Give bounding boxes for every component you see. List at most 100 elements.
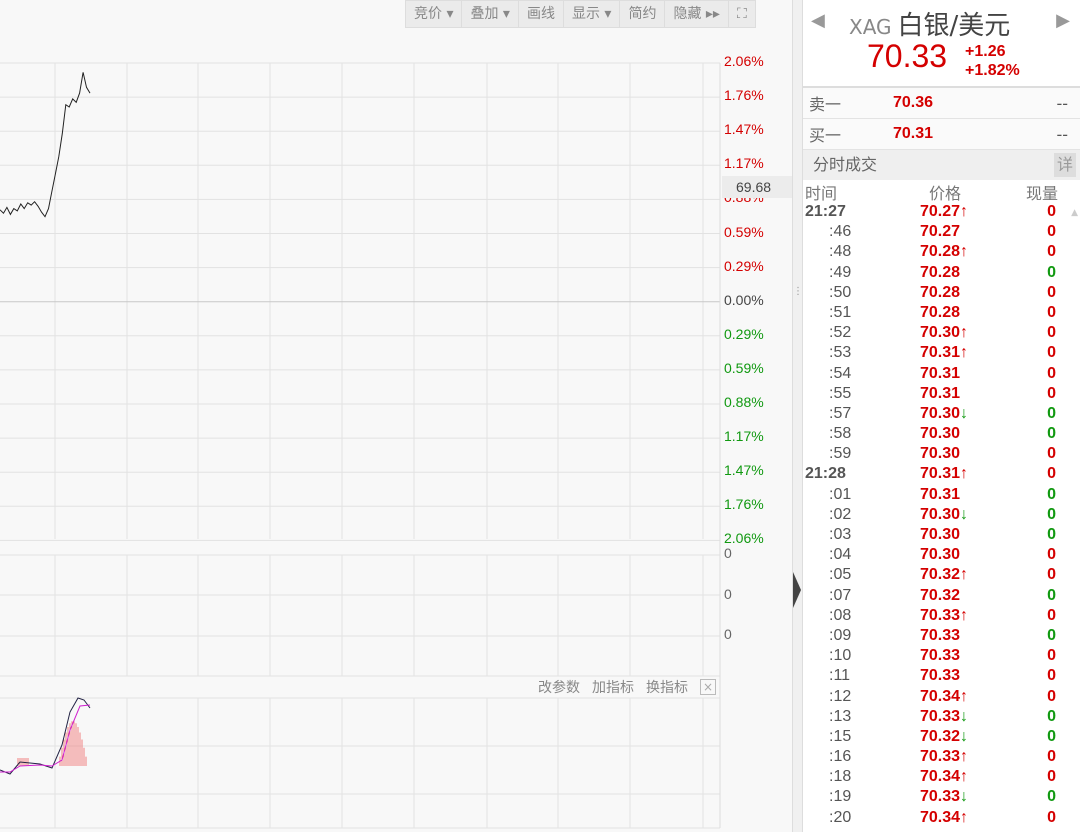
trade-volume: 0 bbox=[1047, 546, 1056, 564]
trade-row: 21:28 70.31↑ 0 bbox=[803, 464, 1080, 484]
detail-button[interactable]: 详 bbox=[1054, 153, 1076, 177]
trade-price: 70.30 bbox=[920, 424, 960, 444]
trade-volume: 0 bbox=[1047, 667, 1056, 685]
trade-price-value: 70.31 bbox=[920, 485, 961, 503]
instrument-code: XAG bbox=[849, 15, 892, 39]
trade-time: :55 bbox=[829, 384, 852, 402]
trade-row: :57 70.30↓ 0 bbox=[803, 404, 1080, 424]
y-axis-label: 1.76% bbox=[724, 87, 764, 104]
add-indicator-button[interactable]: 加指标 bbox=[592, 680, 634, 696]
trade-row: :03 70.30 0 bbox=[803, 525, 1080, 545]
hide-button[interactable]: 隐藏 ▸▸ bbox=[665, 1, 729, 27]
trade-time: 21:27 bbox=[805, 203, 846, 220]
trade-row: :02 70.30↓ 0 bbox=[803, 505, 1080, 525]
trade-row: :46 70.27 0 bbox=[803, 222, 1080, 242]
trade-volume: 0 bbox=[1047, 606, 1056, 624]
close-icon[interactable]: × bbox=[700, 679, 716, 695]
trade-time: :02 bbox=[829, 505, 852, 523]
trade-volume: 0 bbox=[1047, 748, 1056, 766]
trade-time: :13 bbox=[829, 707, 852, 725]
trade-volume: 0 bbox=[1047, 485, 1056, 503]
trade-price: 70.27 bbox=[920, 222, 960, 242]
trade-price: 70.33↑ bbox=[920, 606, 968, 626]
panel-splitter[interactable]: ⋮⋮ bbox=[792, 0, 813, 832]
trade-time: :48 bbox=[829, 243, 852, 261]
arrow-up-icon: ↑ bbox=[960, 465, 969, 483]
trade-price-value: 70.30 bbox=[920, 324, 961, 342]
y-axis-label: 1.47% bbox=[724, 462, 764, 479]
intraday-chart[interactable]: 竞价 ▾ 叠加 ▾ 画线 显示 ▾ 简约 隐藏 ▸▸ ⛶ 2.06% 1.76% 1… bbox=[0, 0, 792, 832]
trade-price-value: 70.30 bbox=[920, 546, 961, 564]
trade-time: :12 bbox=[829, 687, 852, 705]
trade-row: :08 70.33↑ 0 bbox=[803, 606, 1080, 626]
trade-row: :20 70.34↑ 0 bbox=[803, 808, 1080, 828]
arrow-up-icon: ↑ bbox=[960, 566, 969, 584]
trade-price: 70.33 bbox=[920, 626, 960, 646]
trade-volume: 0 bbox=[1047, 203, 1056, 220]
overlay-button[interactable]: 叠加 ▾ bbox=[462, 1, 519, 27]
trade-time: :16 bbox=[829, 748, 852, 766]
ask-label: 卖一 bbox=[809, 95, 842, 114]
trade-price-value: 70.28 bbox=[920, 263, 961, 281]
display-button[interactable]: 显示 ▾ bbox=[564, 1, 621, 27]
trade-volume: 0 bbox=[1047, 586, 1056, 604]
y-axis-label: 0.29% bbox=[724, 325, 764, 342]
trade-price-value: 70.31 bbox=[920, 364, 961, 382]
bid-volume: -- bbox=[1056, 124, 1068, 144]
trade-time: :52 bbox=[829, 324, 852, 342]
trade-volume: 0 bbox=[1047, 465, 1056, 483]
trades-section-header: 分时成交 详 bbox=[803, 150, 1080, 180]
trade-row: :15 70.32↓ 0 bbox=[803, 727, 1080, 747]
switch-indicator-button[interactable]: 换指标 bbox=[646, 680, 688, 696]
trade-row: :48 70.28↑ 0 bbox=[803, 242, 1080, 262]
fullscreen-icon[interactable]: ⛶ bbox=[736, 6, 747, 22]
trade-price: 70.33 bbox=[920, 666, 960, 686]
trade-time: 21:28 bbox=[805, 465, 846, 483]
y-axis-label: 0.88% bbox=[724, 394, 764, 410]
collapse-arrow-icon[interactable] bbox=[793, 572, 801, 608]
auction-button[interactable]: 竞价 ▾ bbox=[406, 1, 463, 27]
trade-volume: 0 bbox=[1047, 808, 1056, 826]
simple-button[interactable]: 简约 bbox=[620, 1, 666, 27]
arrow-up-icon: ↑ bbox=[960, 768, 969, 786]
trade-price-value: 70.31 bbox=[920, 344, 961, 362]
trade-volume: 0 bbox=[1047, 788, 1056, 806]
trade-volume: 0 bbox=[1047, 223, 1056, 241]
trade-price: 70.34↑ bbox=[920, 687, 968, 707]
arrow-up-icon: ↑ bbox=[960, 606, 969, 624]
prev-arrow-icon[interactable]: ◀ bbox=[811, 10, 825, 31]
col-price: 价格 bbox=[929, 184, 962, 203]
trade-volume: 0 bbox=[1047, 768, 1056, 786]
trade-volume: 0 bbox=[1047, 425, 1056, 443]
next-arrow-icon[interactable]: ▶ bbox=[1056, 10, 1070, 31]
ask-volume: -- bbox=[1056, 93, 1068, 113]
scroll-up-icon[interactable]: ▲ bbox=[1071, 208, 1078, 218]
trade-price-value: 70.30 bbox=[920, 505, 961, 523]
y-axis-label: 2.06% bbox=[724, 53, 764, 69]
trade-row: :58 70.30 0 bbox=[803, 424, 1080, 444]
trade-time: :58 bbox=[829, 425, 852, 443]
arrow-up-icon: ↑ bbox=[960, 324, 969, 342]
trade-price: 70.34↑ bbox=[920, 767, 968, 787]
trade-time: :20 bbox=[829, 808, 852, 826]
edit-params-button[interactable]: 改参数 bbox=[538, 680, 580, 696]
trade-price-value: 70.32 bbox=[920, 727, 961, 745]
trade-volume: 0 bbox=[1047, 647, 1056, 665]
trade-volume: 0 bbox=[1047, 687, 1056, 705]
bid-price: 70.31 bbox=[893, 125, 934, 142]
price-line bbox=[0, 72, 91, 218]
trade-price-value: 70.33 bbox=[920, 626, 961, 644]
col-time: 时间 bbox=[805, 184, 838, 203]
instrument-name: 白银/美元 bbox=[897, 11, 1011, 41]
trade-time: :59 bbox=[829, 445, 852, 463]
trade-time: :01 bbox=[829, 485, 852, 503]
trade-time: :03 bbox=[829, 526, 852, 543]
quote-panel: ◀ ▶ XAG 白银/美元 70.33 +1.26 +1.82% 卖一 70.36 --… bbox=[802, 0, 1080, 832]
trade-price: 70.28↑ bbox=[920, 242, 968, 262]
trade-row: 21:27 70.27↑ 0 bbox=[803, 202, 1080, 222]
change-value: +1.26 bbox=[965, 43, 1006, 60]
trades-list[interactable]: 21:27 70.27↑ 0:46 70.27 0:48 70.28↑ 0:49 70.28 0… bbox=[803, 202, 1080, 828]
y-axis-label: 1.17% bbox=[724, 155, 764, 172]
draw-button[interactable]: 画线 bbox=[519, 1, 564, 27]
volume-axis-label: 0 bbox=[724, 626, 732, 642]
